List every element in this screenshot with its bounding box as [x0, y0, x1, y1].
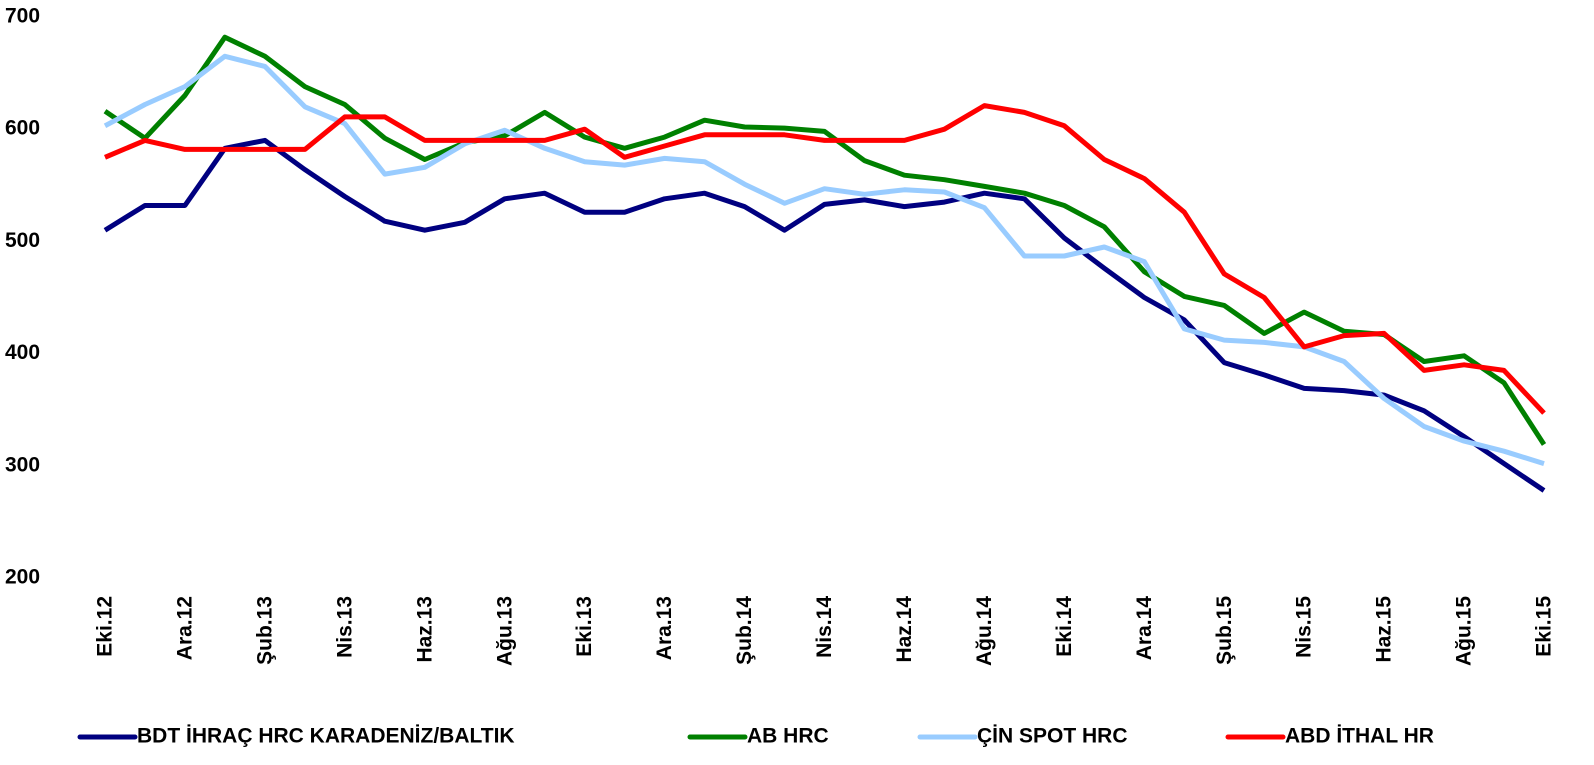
- x-tick-label: Nis.13: [333, 596, 356, 658]
- x-tick-label: Nis.14: [813, 596, 836, 658]
- x-tick-label: Haz.15: [1373, 596, 1396, 663]
- x-tick-label: Haz.14: [893, 596, 916, 663]
- x-tick-label: Eki.14: [1053, 596, 1076, 657]
- legend-label: BDT İHRAÇ HRC KARADENİZ/BALTIK: [137, 725, 515, 748]
- x-tick-label: Nis.15: [1293, 596, 1316, 658]
- x-tick-label: Ağu.14: [973, 596, 996, 666]
- legend-label: ABD İTHAL HR: [1285, 725, 1434, 748]
- y-tick-label: 600: [5, 117, 40, 140]
- series-line: [103, 34, 1547, 446]
- x-tick-label: Ara.14: [1133, 596, 1156, 661]
- y-tick-label: 400: [5, 341, 40, 364]
- x-tick-label: Eki.12: [94, 596, 117, 657]
- x-tick-label: Şub.14: [733, 596, 756, 665]
- y-tick-label: 700: [5, 5, 40, 28]
- x-tick-label: Haz.13: [413, 596, 436, 663]
- x-tick-label: Ağu.15: [1453, 596, 1476, 666]
- x-tick-label: Ara.12: [173, 596, 196, 660]
- series-line: [103, 137, 1546, 493]
- series-line: [104, 103, 1546, 415]
- legend-label: ÇİN SPOT HRC: [977, 725, 1128, 748]
- x-tick-label: Şub.13: [253, 596, 276, 665]
- y-tick-label: 200: [5, 566, 40, 589]
- y-tick-label: 500: [5, 229, 40, 252]
- x-tick-label: Şub.15: [1213, 596, 1236, 665]
- y-tick-label: 300: [5, 453, 40, 476]
- x-tick-label: Ara.13: [653, 596, 676, 660]
- series-line: [103, 53, 1545, 466]
- x-tick-label: Eki.15: [1533, 596, 1556, 657]
- x-tick-label: Ağu.13: [493, 596, 516, 666]
- legend-label: AB HRC: [747, 725, 829, 748]
- x-tick-label: Eki.13: [573, 596, 596, 657]
